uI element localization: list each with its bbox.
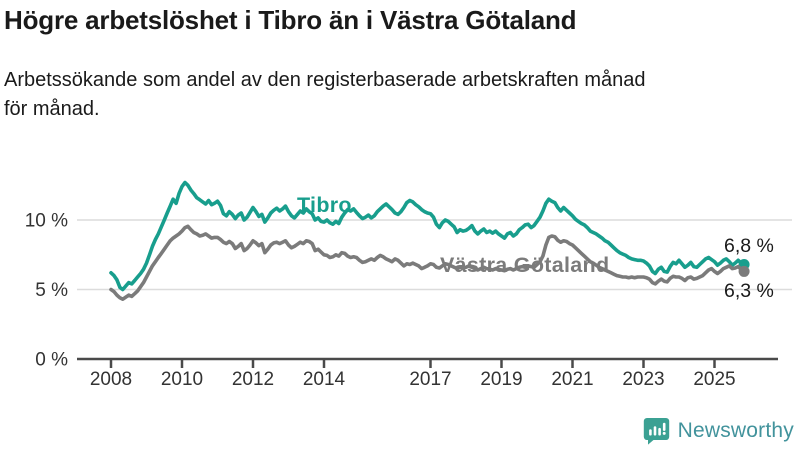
chart-subtitle: Arbetssökande som andel av den registerb… <box>4 66 794 124</box>
x-axis-tick-label: 2010 <box>161 369 203 390</box>
x-axis-tick-label: 2014 <box>303 369 346 390</box>
x-axis-tick-label: 2008 <box>90 369 132 390</box>
subtitle-line-2: för månad. <box>4 98 100 120</box>
series-end-dot <box>738 265 750 277</box>
y-axis-tick-label: 0 % <box>35 350 68 371</box>
y-axis-tick-label: 5 % <box>35 280 68 301</box>
page-title: Högre arbetslöshet i Tibro än i Västra G… <box>4 5 577 35</box>
series-line-tibro <box>109 180 746 292</box>
bar-chart-speech-bubble-icon <box>643 418 669 445</box>
series-label: Tibro <box>297 193 352 217</box>
x-axis-tick-label: 2012 <box>232 369 274 390</box>
x-axis-tick-label: 2019 <box>480 369 522 390</box>
brand-name: Newsworthy <box>677 419 794 442</box>
subtitle-line-1: Arbetssökande som andel av den registerb… <box>4 69 646 91</box>
x-axis-tick-label: 2021 <box>551 369 593 390</box>
y-axis-tick-label: 10 % <box>25 211 68 232</box>
x-axis-tick-label: 2017 <box>409 369 451 390</box>
x-axis-tick-label: 2023 <box>622 369 664 390</box>
series-line-v-stra-g-taland <box>109 224 746 302</box>
series-label: Västra Götaland <box>440 253 609 277</box>
series-end-value-label: 6,3 % <box>724 280 774 302</box>
newsworthy-logo: Newsworthy <box>643 415 794 447</box>
x-axis-tick-label: 2025 <box>693 369 735 390</box>
series-end-value-label: 6,8 % <box>724 235 774 257</box>
